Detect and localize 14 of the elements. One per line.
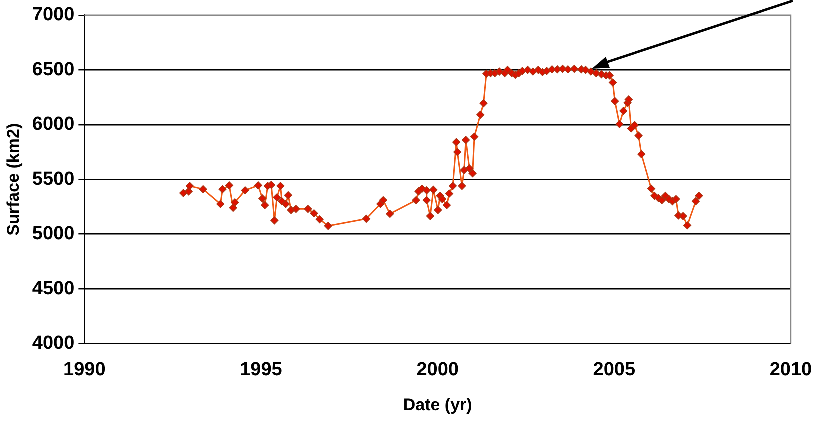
y-tick-label: 6000 [32, 114, 75, 136]
y-tick-label: 5000 [32, 224, 75, 245]
y-tick-label: 6500 [32, 59, 75, 80]
x-tick-label: 1990 [64, 359, 106, 380]
y-tick-label: 4000 [32, 333, 75, 354]
x-axis-title: Date (yr) [403, 395, 472, 414]
y-axis-title: Surface (km2) [4, 123, 23, 236]
y-tick-label: 4500 [32, 278, 75, 300]
x-tick-label: 2010 [770, 359, 812, 380]
y-tick-label: 5500 [32, 168, 75, 190]
y-tick-label: 7000 [32, 4, 75, 26]
x-tick-label: 2000 [416, 359, 459, 380]
x-tick-label: 2005 [593, 359, 636, 380]
x-tick-label: 1995 [240, 359, 283, 380]
